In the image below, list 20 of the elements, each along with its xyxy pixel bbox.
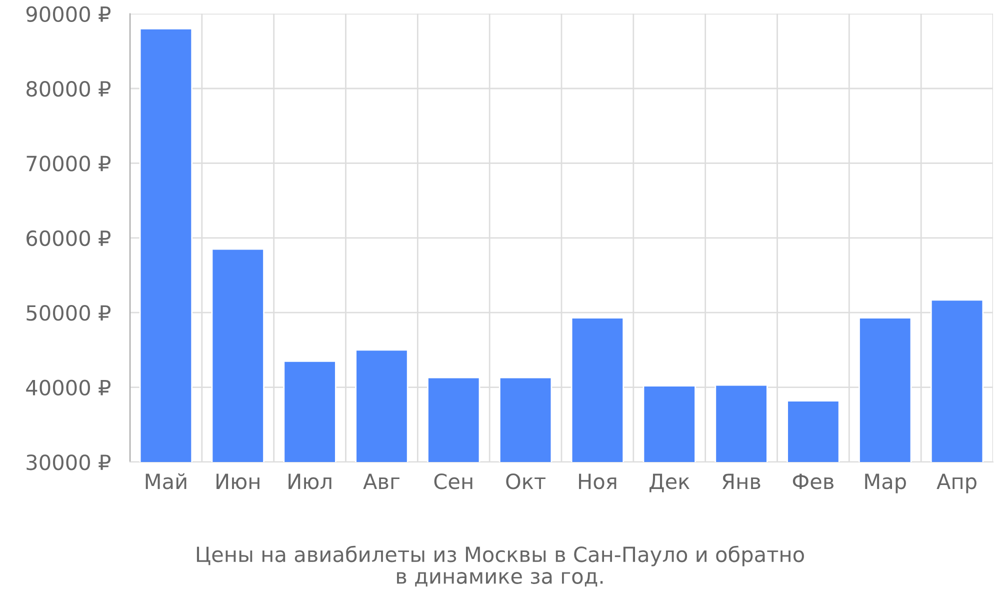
x-tick-label: Май xyxy=(146,473,186,490)
y-tick-label: 90000 ₽ xyxy=(26,6,111,22)
y-tick-label: 50000 ₽ xyxy=(26,305,111,321)
x-tick-label: Окт xyxy=(506,473,546,490)
y-tick-label: 70000 ₽ xyxy=(26,156,111,172)
x-tick-label: Дек xyxy=(650,474,690,492)
y-tick-label: 80000 ₽ xyxy=(26,80,111,97)
y-tick-label: 40000 ₽ xyxy=(26,380,111,396)
x-tick-label: Янв xyxy=(722,474,760,489)
text: Цены на авиабилеты из Москвы в Сан-Пауло и обратно в динамике за год. xyxy=(196,546,804,587)
x-tick-label: Сен xyxy=(434,473,472,490)
y-tick-label: 30000 ₽ xyxy=(26,454,111,470)
x-tick-label: Мар xyxy=(865,474,906,494)
x-tick-label: Июл xyxy=(288,474,332,490)
y-tick-label: 60000 ₽ xyxy=(26,230,111,246)
x-tick-label: Авг xyxy=(363,474,400,489)
x-tick-label: Фев xyxy=(792,474,834,490)
x-tick-label: Июн xyxy=(216,474,260,490)
x-tick-label: Апр xyxy=(936,474,976,494)
x-tick-label: Ноя xyxy=(579,474,616,490)
